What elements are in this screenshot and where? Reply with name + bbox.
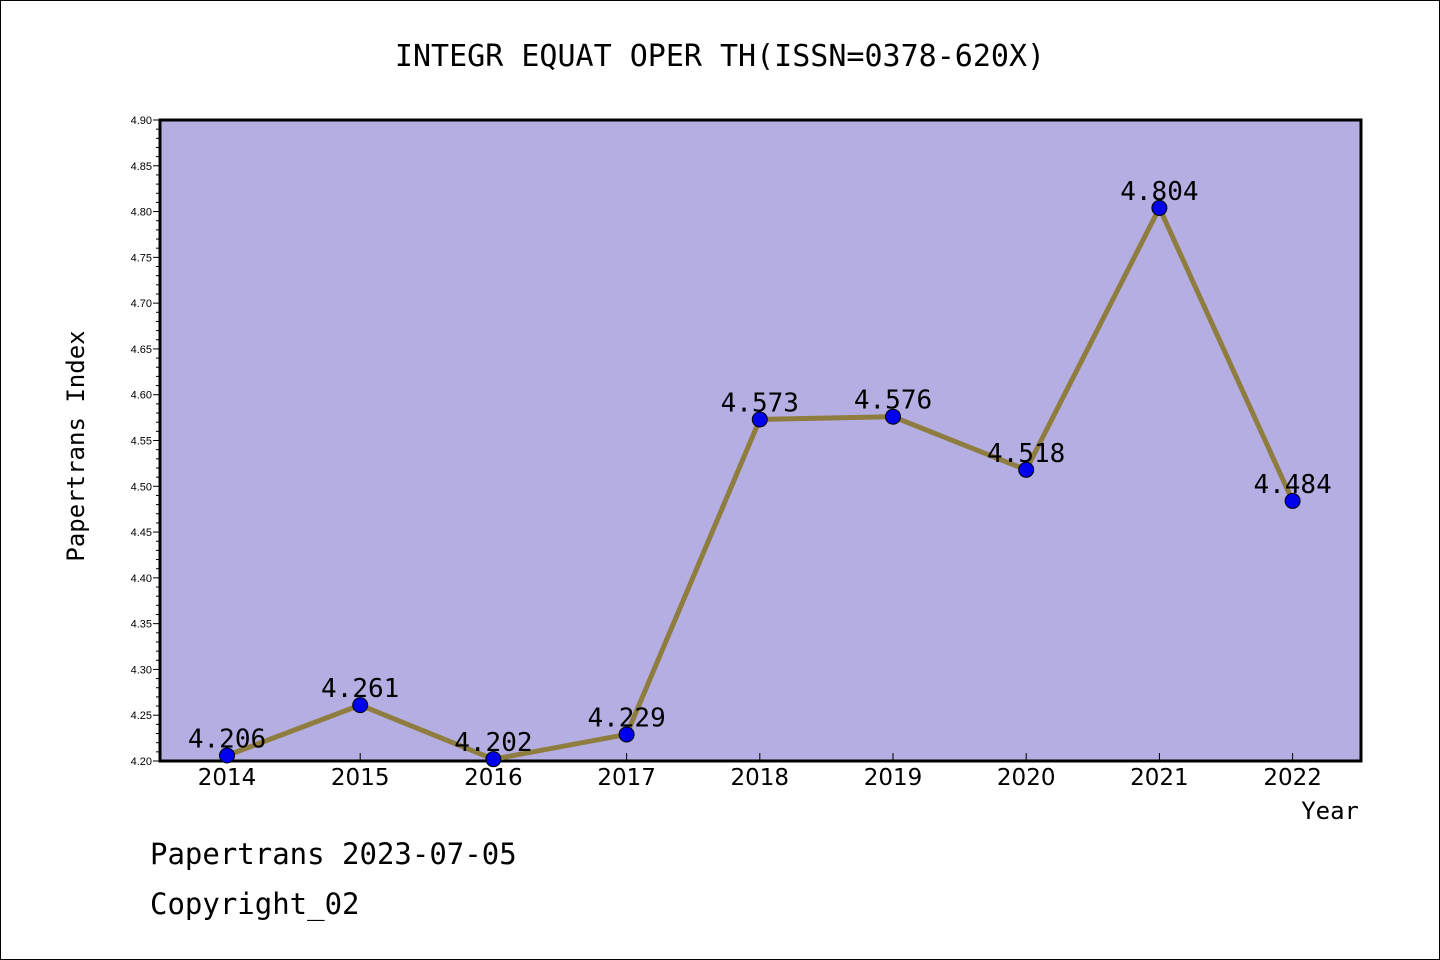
y-tick-label: 4.90: [131, 115, 152, 127]
y-tick-label: 4.65: [131, 344, 152, 356]
data-label: 4.229: [587, 703, 665, 733]
y-tick-label: 4.50: [131, 481, 152, 493]
data-labels-group: 4.206 4.261 4.202 4.229 4.573 4.576 4.518 4.804…: [188, 177, 1332, 758]
data-point: [485, 751, 502, 768]
y-tick-label: 4.85: [131, 161, 152, 173]
x-tick-label: 2022: [1263, 765, 1322, 791]
data-point: [885, 408, 901, 425]
x-tick-label: 2020: [997, 765, 1056, 791]
data-point: [751, 411, 768, 428]
data-point: [1151, 199, 1168, 216]
data-label: 4.484: [1253, 470, 1331, 500]
data-point: [352, 697, 369, 714]
footer-date: Papertrans 2023-07-05: [150, 837, 517, 871]
data-label: 4.576: [854, 386, 932, 416]
data-label: 4.573: [721, 388, 799, 418]
x-tick-label: 2017: [597, 765, 656, 791]
chart-title: INTEGR EQUAT OPER TH(ISSN=0378-620X): [395, 39, 1045, 74]
x-tick-label: 2019: [864, 765, 923, 791]
plot-area: [158, 118, 1363, 763]
y-tick-label: 4.30: [131, 664, 152, 676]
data-point: [618, 726, 635, 743]
x-axis-title: Year: [1301, 797, 1359, 825]
y-tick-label: 4.40: [131, 573, 152, 585]
y-tick-label: 4.25: [131, 710, 152, 722]
y-tick-label: 4.70: [131, 298, 152, 310]
y-tick-label: 4.55: [131, 436, 152, 448]
y-tick-label: 4.20: [131, 756, 152, 768]
x-tick-label: 2018: [731, 765, 790, 791]
data-label: 4.261: [321, 674, 399, 704]
x-tick-label: 2014: [198, 765, 257, 791]
y-tick-label: 4.35: [131, 619, 152, 631]
y-tick-label: 4.45: [131, 527, 152, 539]
data-point: [219, 747, 235, 764]
data-point: [1284, 492, 1301, 509]
y-axis-title: Papertrans Index: [62, 330, 90, 561]
x-tick-label: 2015: [331, 765, 390, 791]
data-label: 4.202: [454, 728, 532, 758]
data-label: 4.518: [987, 439, 1065, 469]
x-tick-label: 2021: [1130, 765, 1189, 791]
data-label: 4.804: [1120, 177, 1198, 207]
data-point: [1018, 461, 1035, 478]
y-tick-label: 4.60: [131, 390, 152, 402]
x-axis: 2014 2015 2016 2017 2018 2019 2020 2021 2022: [198, 753, 1322, 791]
y-axis: 4.20 4.25 4.30 4.35 4.40 4.45 4.50 4.55 4.60 4.65…: [131, 115, 160, 768]
markers-group: [219, 199, 1301, 768]
y-tick-label: 4.75: [131, 252, 152, 264]
x-tick-label: 2016: [464, 765, 523, 791]
data-label: 4.206: [188, 725, 266, 755]
y-tick-label: 4.80: [131, 207, 152, 219]
footer-copyright: Copyright_02: [150, 887, 360, 922]
